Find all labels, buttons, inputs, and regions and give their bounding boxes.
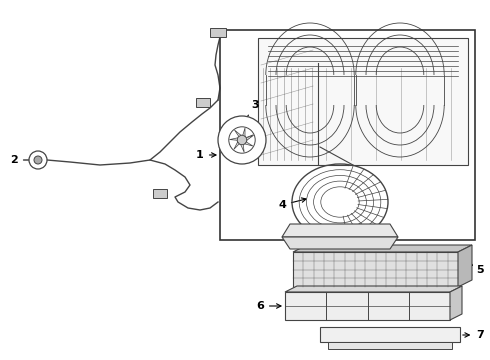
Polygon shape	[282, 237, 398, 249]
Text: 6: 6	[256, 301, 281, 311]
Bar	[196, 98, 210, 107]
Polygon shape	[285, 286, 462, 292]
Bar	[210, 28, 226, 37]
Polygon shape	[246, 135, 253, 140]
Polygon shape	[320, 327, 460, 342]
Circle shape	[237, 135, 247, 145]
Text: 2: 2	[10, 155, 34, 165]
Text: 4: 4	[278, 198, 306, 210]
Circle shape	[29, 151, 47, 169]
Circle shape	[218, 116, 266, 164]
Text: 7: 7	[463, 330, 484, 340]
Bar	[153, 189, 167, 198]
Polygon shape	[282, 224, 398, 237]
Polygon shape	[246, 135, 253, 140]
Polygon shape	[243, 128, 245, 136]
Polygon shape	[241, 145, 244, 152]
Circle shape	[34, 156, 42, 164]
Polygon shape	[450, 286, 462, 320]
Polygon shape	[293, 245, 472, 252]
Polygon shape	[235, 130, 241, 136]
Circle shape	[229, 127, 255, 153]
Polygon shape	[234, 142, 239, 149]
Text: 3: 3	[244, 100, 259, 122]
Text: 5: 5	[467, 261, 484, 275]
Polygon shape	[293, 252, 458, 287]
Polygon shape	[229, 138, 238, 140]
Polygon shape	[258, 38, 468, 165]
Polygon shape	[285, 292, 450, 320]
Polygon shape	[458, 245, 472, 287]
Polygon shape	[245, 142, 253, 146]
Text: 1: 1	[196, 150, 216, 160]
Polygon shape	[328, 342, 452, 349]
